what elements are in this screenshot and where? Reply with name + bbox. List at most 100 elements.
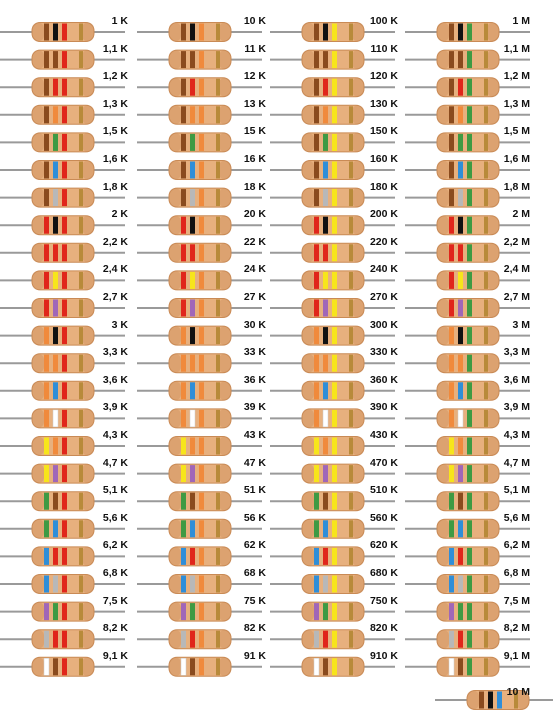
color-band-red xyxy=(62,216,67,234)
resistor-0-17 xyxy=(0,491,125,512)
color-band-orange xyxy=(199,78,204,96)
resistor-value-label: 2,7 K xyxy=(102,291,128,303)
color-band-black xyxy=(190,327,195,345)
color-band-green xyxy=(467,327,472,345)
resistor-end-cap xyxy=(437,50,449,70)
color-band-white xyxy=(448,658,455,676)
color-band-blue xyxy=(190,520,195,538)
resistor-value-label: 910 K xyxy=(369,649,398,662)
resistor-value-label: 150 K xyxy=(369,125,398,138)
resistor-value-label: 1 K xyxy=(111,15,128,27)
resistor-end-cap xyxy=(437,602,449,622)
resistor-end-cap xyxy=(219,326,231,346)
resistor-value-label: 11 K xyxy=(244,42,266,55)
color-band-yellow xyxy=(332,409,337,427)
resistor-end-cap xyxy=(219,353,231,373)
resistor-value-label: 330 K xyxy=(369,346,398,359)
color-band-orange xyxy=(199,216,204,234)
resistor-end-cap xyxy=(302,105,314,125)
color-band-violet xyxy=(53,465,58,483)
color-band-green xyxy=(44,492,49,510)
resistor-3-9 xyxy=(405,270,530,291)
tolerance-band xyxy=(79,658,83,676)
tolerance-band xyxy=(216,327,220,345)
resistor-value-label: 39 K xyxy=(243,401,266,414)
resistor-value-label: 7,5 M xyxy=(503,594,530,607)
tolerance-band xyxy=(79,465,83,483)
resistor-value-label: 1,2 M xyxy=(503,70,530,83)
color-band-brown xyxy=(314,133,319,151)
color-band-red xyxy=(62,409,67,427)
resistor-end-cap xyxy=(437,519,449,539)
color-band-yellow xyxy=(332,51,337,69)
resistor-end-cap xyxy=(219,629,231,649)
tolerance-band xyxy=(349,630,353,648)
resistor-end-cap xyxy=(219,77,231,97)
color-band-yellow xyxy=(332,189,337,207)
resistor-3-11 xyxy=(405,325,530,346)
resistor-value-label: 1,8 K xyxy=(102,180,128,193)
color-band-orange xyxy=(199,51,204,69)
resistor-value-label: 8,2 M xyxy=(503,622,530,635)
color-band-blue xyxy=(53,382,58,400)
resistor-value-label: 43 K xyxy=(243,429,266,441)
resistor-value-label: 3,3 M xyxy=(503,346,530,359)
resistor-1-14 xyxy=(137,408,262,429)
resistor-end-cap xyxy=(487,436,499,456)
resistor-end-cap xyxy=(82,243,94,263)
resistor-end-cap xyxy=(487,353,499,373)
resistor-end-cap xyxy=(219,22,231,42)
color-band-orange xyxy=(314,382,319,400)
color-band-brown xyxy=(479,691,484,709)
resistor-end-cap xyxy=(302,574,314,594)
resistor-0-5 xyxy=(0,160,125,180)
resistor-3-21 xyxy=(405,601,530,622)
resistor-0-21 xyxy=(0,601,125,622)
resistor-0-7 xyxy=(0,215,125,236)
resistor-end-cap xyxy=(219,160,231,180)
resistor-value-label: 15 K xyxy=(243,125,266,138)
color-band-blue xyxy=(323,161,328,179)
color-band-orange xyxy=(199,327,204,345)
resistor-value-label: 430 K xyxy=(369,429,398,441)
color-band-yellow xyxy=(332,520,337,538)
resistor-end-cap xyxy=(32,215,44,235)
tolerance-band xyxy=(349,23,353,41)
resistor-end-cap xyxy=(352,381,364,401)
color-band-yellow xyxy=(332,575,337,593)
color-band-green xyxy=(467,630,472,648)
tolerance-band xyxy=(79,603,83,621)
resistor-end-cap xyxy=(352,574,364,594)
color-band-yellow xyxy=(332,23,337,41)
resistor-end-cap xyxy=(169,491,181,511)
color-band-yellow xyxy=(53,271,58,289)
color-band-grey xyxy=(53,189,58,207)
resistor-end-cap xyxy=(82,77,94,97)
color-band-violet xyxy=(314,603,319,621)
color-band-brown xyxy=(449,51,454,69)
resistor-end-cap xyxy=(487,408,499,428)
resistor-2-2 xyxy=(270,77,395,98)
resistor-end-cap xyxy=(169,22,181,42)
resistor-end-cap xyxy=(82,298,94,318)
resistor-end-cap xyxy=(487,105,499,125)
resistor-end-cap xyxy=(82,519,94,539)
resistor-end-cap xyxy=(169,132,181,152)
color-band-brown xyxy=(314,189,319,207)
resistor-end-cap xyxy=(437,464,449,484)
tolerance-band xyxy=(216,189,220,207)
resistor-value-label: 1,5 K xyxy=(102,125,128,138)
color-band-brown xyxy=(181,106,186,124)
resistor-value-label: 390 K xyxy=(369,401,398,414)
resistor-end-cap xyxy=(302,464,314,484)
color-band-grey xyxy=(458,189,463,207)
resistor-3-2 xyxy=(405,77,530,98)
color-band-violet xyxy=(449,603,454,621)
color-band-brown xyxy=(53,51,58,69)
color-band-orange xyxy=(458,354,463,372)
resistor-value-label: 10 K xyxy=(243,15,266,27)
color-band-violet xyxy=(44,603,49,621)
resistor-end-cap xyxy=(302,298,314,318)
color-band-orange xyxy=(44,354,49,372)
resistor-end-cap xyxy=(437,491,449,511)
